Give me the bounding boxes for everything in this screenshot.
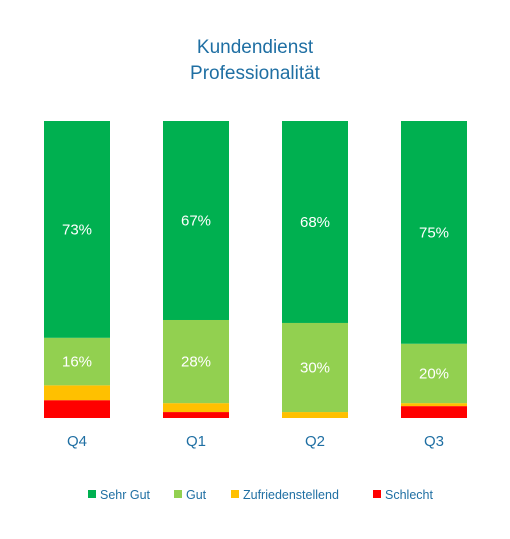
bar-q2-gut [282, 322, 348, 413]
legend-label-sehr-gut: Sehr Gut [100, 488, 151, 502]
legend-swatch-schlecht [373, 490, 381, 498]
bar-q3-zufriedenstellend [401, 403, 467, 407]
data-label-q4-gut: 16% [62, 354, 92, 371]
bar-q4-schlecht [44, 400, 110, 418]
data-label-q3-sehr-gut: 75% [419, 224, 449, 241]
data-label-q1-sehr-gut: 67% [181, 212, 211, 229]
bar-q3-schlecht [401, 406, 467, 418]
bar-q1-sehr-gut [163, 121, 229, 320]
bar-q4-zufriedenstellend [44, 385, 110, 401]
data-label-q1-gut: 28% [181, 354, 211, 371]
legend-swatch-sehr-gut [88, 490, 96, 498]
data-label-q2-sehr-gut: 68% [300, 214, 330, 231]
legend-label-gut: Gut [186, 488, 207, 502]
bar-q1-zufriedenstellend [163, 403, 229, 413]
category-labels: Q4 Q1 Q2 Q3 [67, 433, 444, 450]
chart-title-line-2: Professionalität [190, 63, 321, 84]
data-label-q2-gut: 30% [300, 360, 330, 377]
bars: 16% 73% 28% 67% 30% 68% 20% 75% [44, 121, 467, 418]
legend: Sehr Gut Gut Zufriedenstellend Schlecht [88, 488, 433, 502]
bar-q3-gut [401, 343, 467, 404]
bar-q4-gut [44, 337, 110, 386]
category-label-q4: Q4 [67, 433, 87, 450]
legend-item-sehr-gut: Sehr Gut [88, 488, 151, 502]
bar-q3-sehr-gut [401, 121, 467, 344]
legend-label-zufriedenstellend: Zufriedenstellend [243, 488, 339, 502]
data-label-q3-gut: 20% [419, 365, 449, 382]
legend-item-zufriedenstellend: Zufriedenstellend [231, 488, 339, 502]
bar-q1-gut [163, 319, 229, 404]
legend-swatch-zufriedenstellend [231, 490, 239, 498]
category-label-q1: Q1 [186, 433, 206, 450]
data-label-q4-sehr-gut: 73% [62, 221, 92, 238]
chart-title-line-1: Kundendienst [197, 37, 314, 58]
bar-q2-zufriedenstellend [282, 412, 348, 418]
bar-q4-sehr-gut [44, 121, 110, 338]
category-label-q2: Q2 [305, 433, 325, 450]
legend-swatch-gut [174, 490, 182, 498]
legend-item-gut: Gut [174, 488, 207, 502]
bar-q2-sehr-gut [282, 121, 348, 323]
bar-q1-schlecht [163, 412, 229, 418]
legend-label-schlecht: Schlecht [385, 488, 433, 502]
category-label-q3: Q3 [424, 433, 444, 450]
legend-item-schlecht: Schlecht [373, 488, 433, 502]
